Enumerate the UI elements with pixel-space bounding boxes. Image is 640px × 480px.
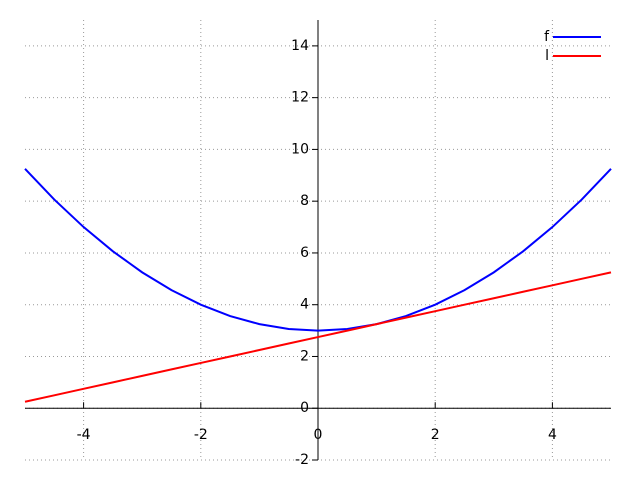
x-tick-label: -4	[77, 427, 91, 443]
line-series	[24, 168, 612, 332]
y-tick-label: 6	[300, 245, 309, 261]
y-tick-label: 8	[300, 193, 309, 209]
y-tick-label: 4	[300, 297, 309, 313]
line-series	[24, 271, 612, 403]
y-tick-label: -2	[295, 452, 309, 468]
y-tick-label: 2	[300, 348, 309, 364]
y-tick-label: 10	[291, 141, 309, 157]
x-tick-label: 0	[314, 427, 323, 443]
y-tick-label: 14	[291, 38, 309, 54]
legend-label: l	[545, 48, 549, 64]
x-tick-label: 2	[431, 427, 440, 443]
x-tick-label: 4	[548, 427, 557, 443]
y-tick-label: 0	[300, 400, 309, 416]
legend-label: f	[544, 29, 550, 45]
x-tick-label: -2	[194, 427, 208, 443]
y-tick-label: 12	[291, 90, 309, 106]
